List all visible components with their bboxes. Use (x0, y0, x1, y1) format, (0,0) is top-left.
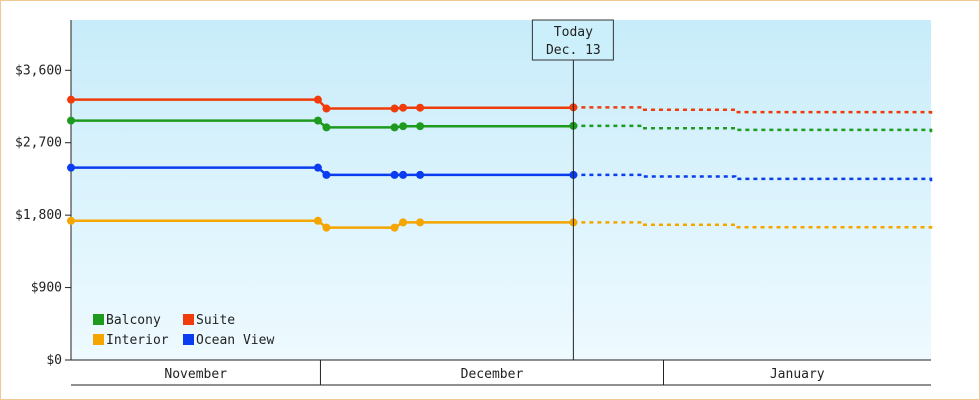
data-point (399, 122, 408, 131)
y-tick-label: $900 (31, 281, 62, 296)
legend: Balcony Suite Interior Ocean View (93, 313, 274, 348)
legend-swatch (183, 314, 194, 325)
legend-swatch (183, 334, 194, 345)
series-forecast-balcony (573, 124, 933, 133)
x-period-label: January (770, 367, 825, 382)
today-date: Dec. 13 (546, 43, 601, 58)
legend-label: Balcony (106, 313, 161, 328)
legend-swatch (93, 314, 104, 325)
data-point (67, 95, 75, 104)
data-point (322, 104, 331, 113)
y-tick-label: $1,800 (15, 208, 62, 223)
data-point (322, 123, 331, 132)
legend-label: Interior (106, 333, 169, 348)
today-label: Today (554, 25, 593, 40)
today-marker: Today Dec. 13 (531, 19, 614, 360)
today-box (531, 19, 614, 61)
data-point (313, 216, 322, 225)
data-point (67, 216, 75, 225)
legend-label: Suite (196, 313, 235, 328)
x-period-label: December (461, 367, 524, 382)
series-forecast-interior (573, 221, 933, 232)
data-point (67, 163, 75, 172)
data-point (67, 116, 75, 125)
legend-label: Ocean View (196, 333, 274, 348)
data-point (399, 218, 408, 227)
data-point (399, 103, 408, 112)
data-point (390, 123, 399, 132)
data-point (313, 95, 322, 104)
data-point (313, 163, 322, 172)
data-point (416, 218, 425, 227)
series-layer (67, 95, 933, 232)
series-forecast-ocean-view (573, 173, 933, 184)
y-axis: $3,600 $2,700 $1,800 $900 $0 (15, 20, 931, 368)
x-axis: November December January (71, 360, 931, 386)
data-point (399, 170, 408, 179)
y-tick-label: $3,600 (15, 63, 62, 78)
data-point (390, 170, 399, 179)
plot-area (71, 20, 931, 360)
data-point (390, 104, 399, 113)
legend-swatch (93, 334, 104, 345)
data-point (416, 103, 425, 112)
x-period-label: November (164, 367, 227, 382)
y-tick-label: $0 (46, 353, 62, 368)
data-point (416, 170, 425, 179)
data-point (416, 122, 425, 131)
series-forecast-suite (573, 106, 933, 117)
data-point (322, 223, 331, 232)
data-point (390, 223, 399, 232)
y-tick-label: $2,700 (15, 136, 62, 151)
data-point (313, 116, 322, 125)
data-point (322, 170, 331, 179)
